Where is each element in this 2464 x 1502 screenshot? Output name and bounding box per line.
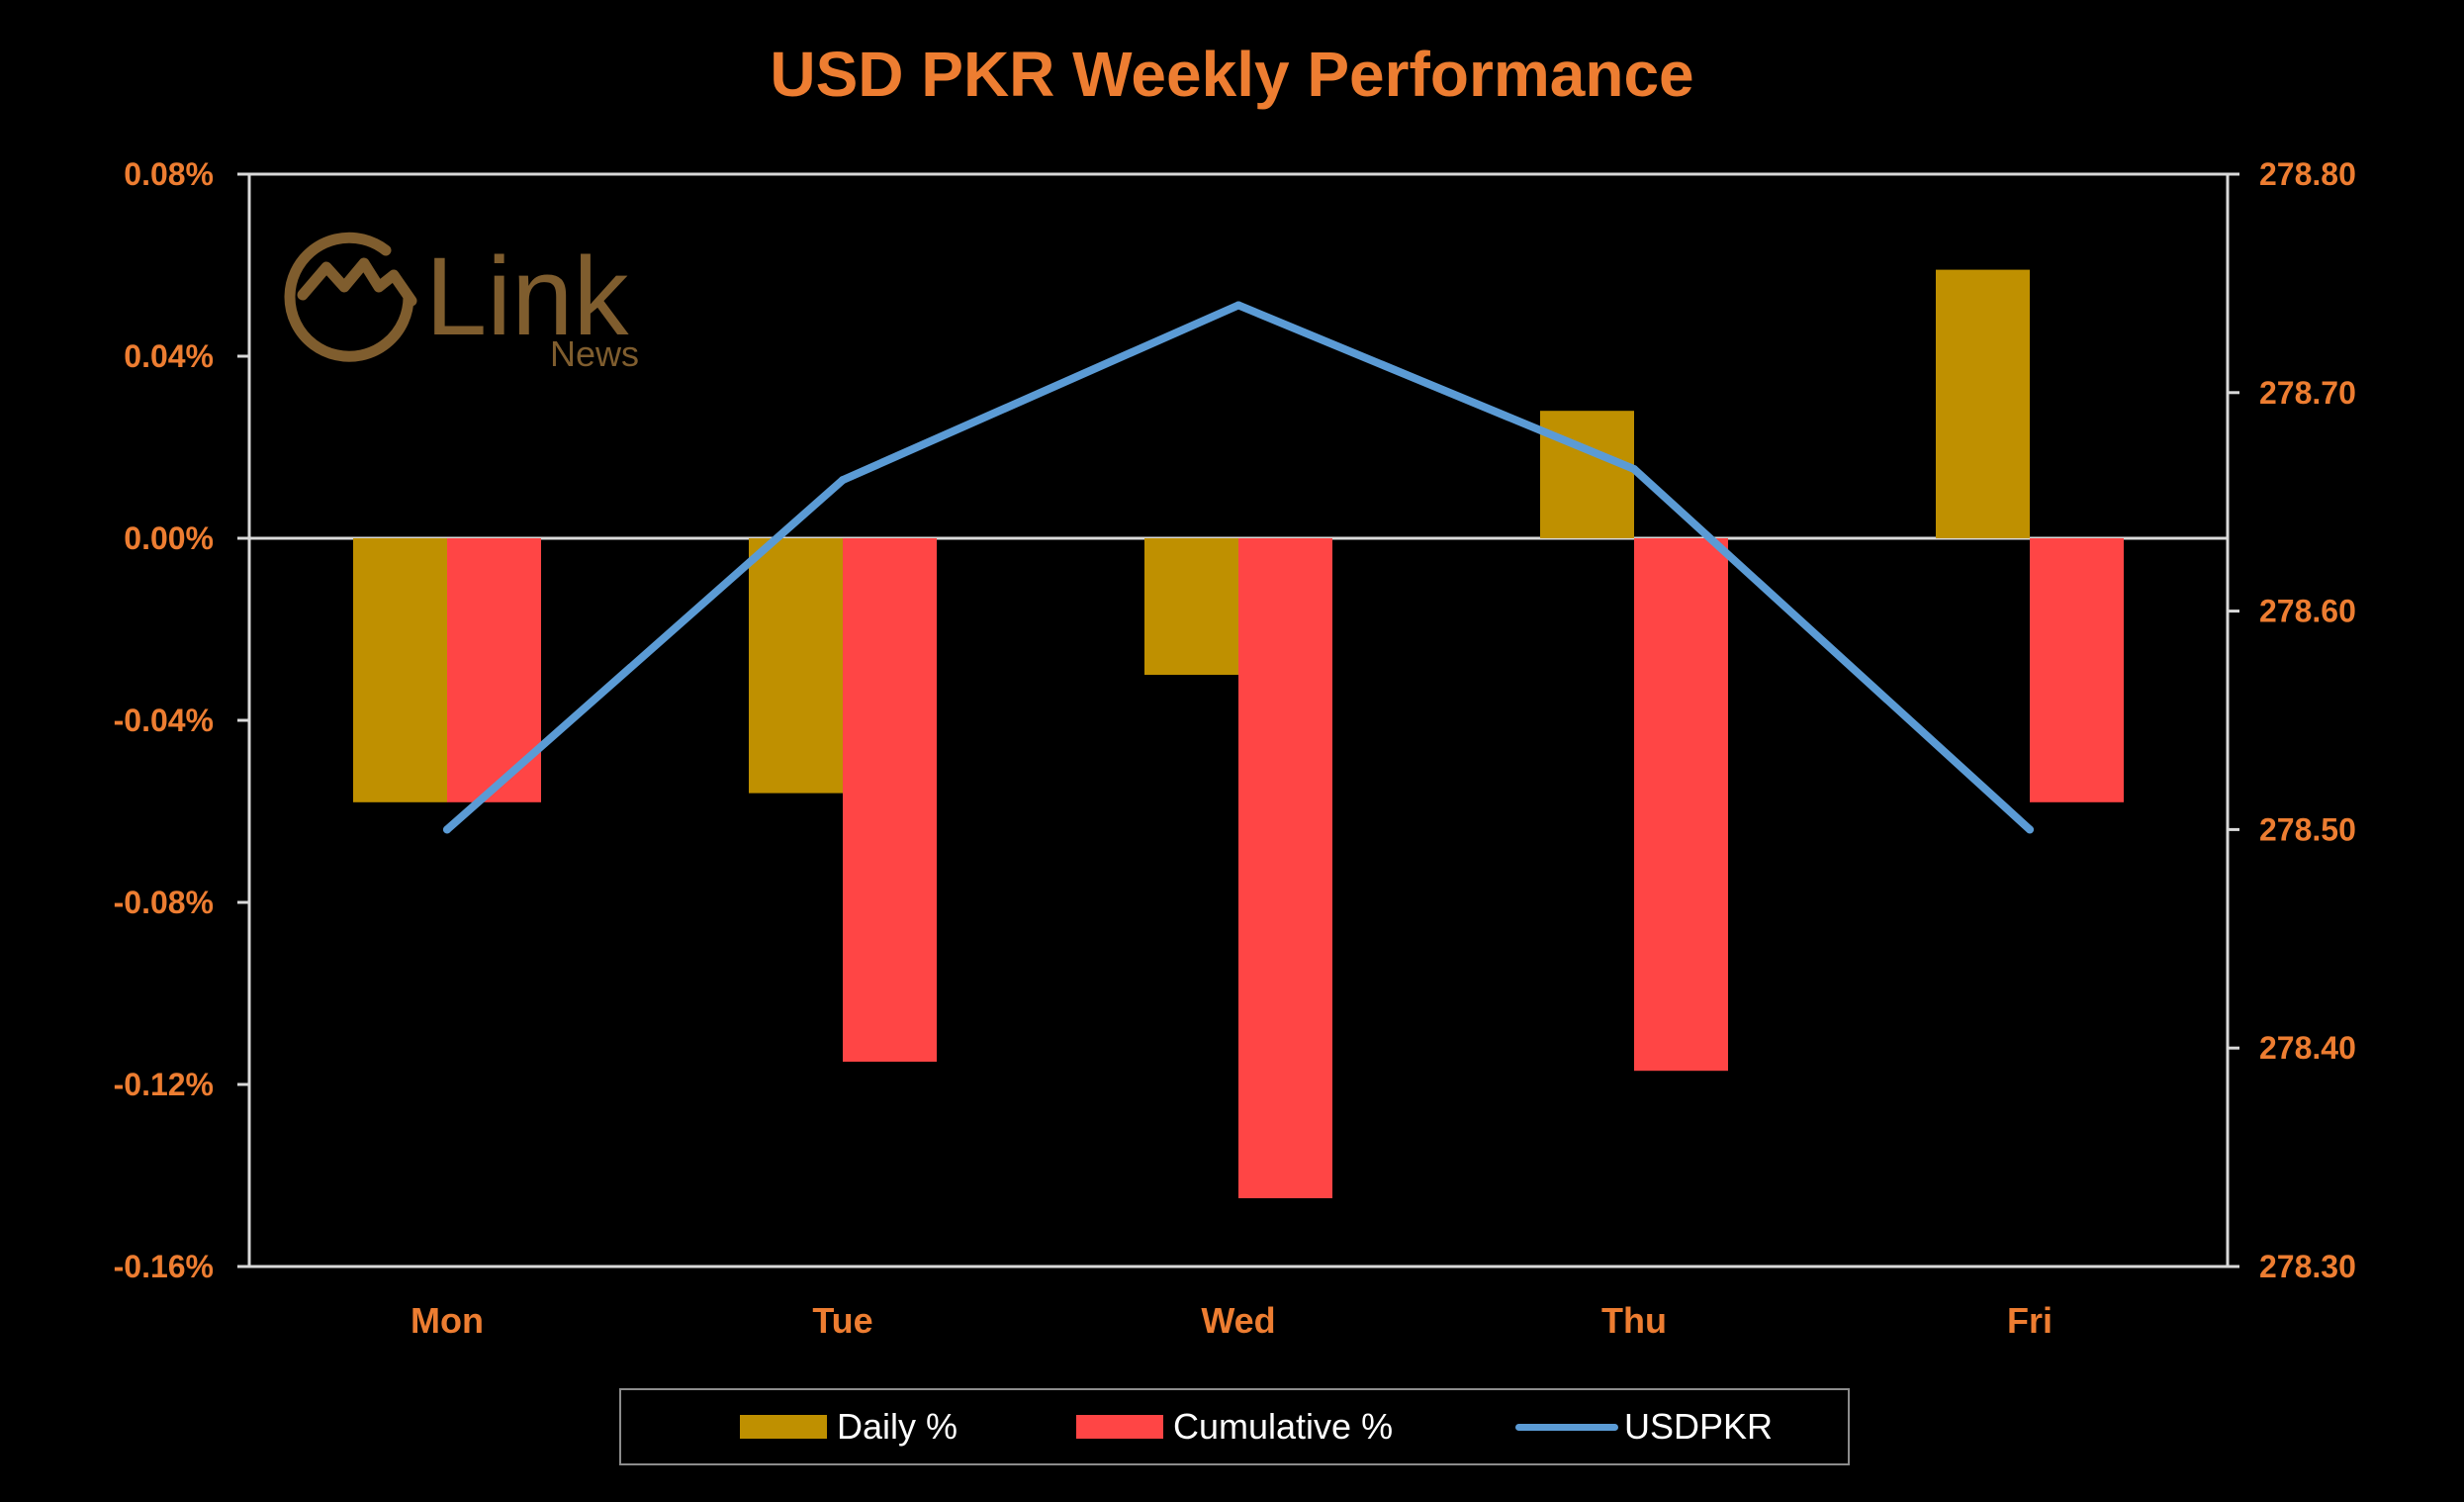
legend-label-usdpkr: USDPKR (1624, 1406, 1774, 1447)
right-tick-label: 278.80 (2259, 156, 2356, 192)
chart-title: USD PKR Weekly Performance (770, 39, 1694, 110)
category-label-mon: Mon (411, 1300, 484, 1341)
link-news-logo: Link News (275, 196, 671, 374)
left-tick-label: -0.12% (114, 1067, 214, 1102)
category-label-fri: Fri (2007, 1300, 2053, 1341)
legend-item-usdpkr: USDPKR (1515, 1390, 1773, 1463)
legend-swatch-cumulative (1076, 1415, 1163, 1439)
axis-labels: 0.08% 0.04% 0.00% -0.04% -0.08% -0.12% -0.16% 2… (114, 156, 2356, 1341)
svg-text:News: News (550, 333, 639, 374)
svg-text:Link: Link (425, 235, 629, 358)
left-tick-label: -0.08% (114, 885, 214, 920)
left-tick-label: -0.04% (114, 703, 214, 738)
bar-daily-wed (1144, 538, 1238, 675)
bar-cumulative-thu (1634, 538, 1728, 1072)
plot-area-frame (237, 172, 2239, 1268)
usdpkr-point-fri (2026, 825, 2034, 834)
line-series (443, 301, 2034, 834)
right-tick-label: 278.50 (2259, 811, 2356, 847)
legend-label-cumulative: Cumulative % (1173, 1406, 1394, 1447)
usdpkr-point-tue (839, 476, 847, 485)
legend-item-daily: Daily % (740, 1390, 958, 1463)
bar-daily-mon (353, 538, 447, 802)
legend-item-cumulative: Cumulative % (1076, 1390, 1393, 1463)
usdpkr-point-thu (1630, 465, 1638, 474)
usdpkr-point-mon (443, 825, 451, 834)
left-tick-label: -0.16% (114, 1249, 214, 1284)
legend-swatch-daily (740, 1415, 827, 1439)
usdpkr-point-wed (1234, 301, 1242, 310)
right-tick-label: 278.30 (2259, 1249, 2356, 1284)
left-tick-label: 0.00% (124, 520, 214, 556)
category-label-wed: Wed (1201, 1300, 1275, 1341)
chart-legend: Daily % Cumulative % USDPKR (619, 1388, 1850, 1465)
bar-daily-thu (1540, 411, 1634, 538)
right-tick-label: 278.40 (2259, 1030, 2356, 1066)
category-label-thu: Thu (1601, 1300, 1667, 1341)
bar-daily-tue (749, 538, 843, 794)
legend-line-usdpkr (1515, 1423, 1618, 1431)
bar-cumulative-tue (843, 538, 937, 1062)
right-tick-label: 278.70 (2259, 375, 2356, 411)
left-tick-label: 0.08% (124, 156, 214, 192)
right-tick-label: 278.60 (2259, 594, 2356, 629)
bar-cumulative-fri (2030, 538, 2124, 802)
bar-cumulative-wed (1238, 538, 1332, 1198)
category-label-tue: Tue (812, 1300, 872, 1341)
left-tick-label: 0.04% (124, 338, 214, 374)
bar-daily-fri (1936, 269, 2030, 538)
legend-label-daily: Daily % (837, 1406, 958, 1447)
bar-series (353, 269, 2124, 1198)
